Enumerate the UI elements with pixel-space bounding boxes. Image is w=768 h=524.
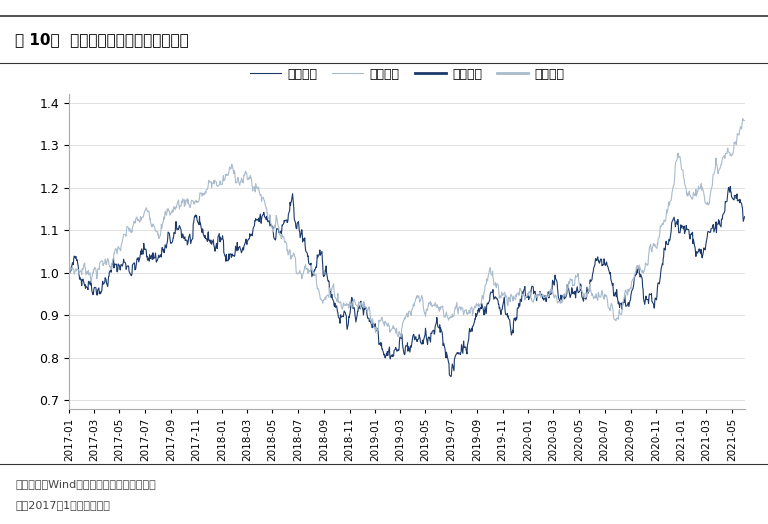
Line: 国信价値: 国信价値 [70,118,744,337]
Legend: 上证综指, 国信价値, 上证综指, 国信价値: 上证综指, 国信价値, 上证综指, 国信价値 [244,63,570,86]
Text: 图 10：  上证综指与国信价値指数走势: 图 10： 上证综指与国信价値指数走势 [15,32,189,47]
Text: 数据来源：Wind、国信证券经济研究所整理: 数据来源：Wind、国信证券经济研究所整理 [15,479,156,489]
Line: 上证综指: 上证综指 [70,187,744,377]
Text: 注：2017年1月初定基作图: 注：2017年1月初定基作图 [15,500,111,510]
